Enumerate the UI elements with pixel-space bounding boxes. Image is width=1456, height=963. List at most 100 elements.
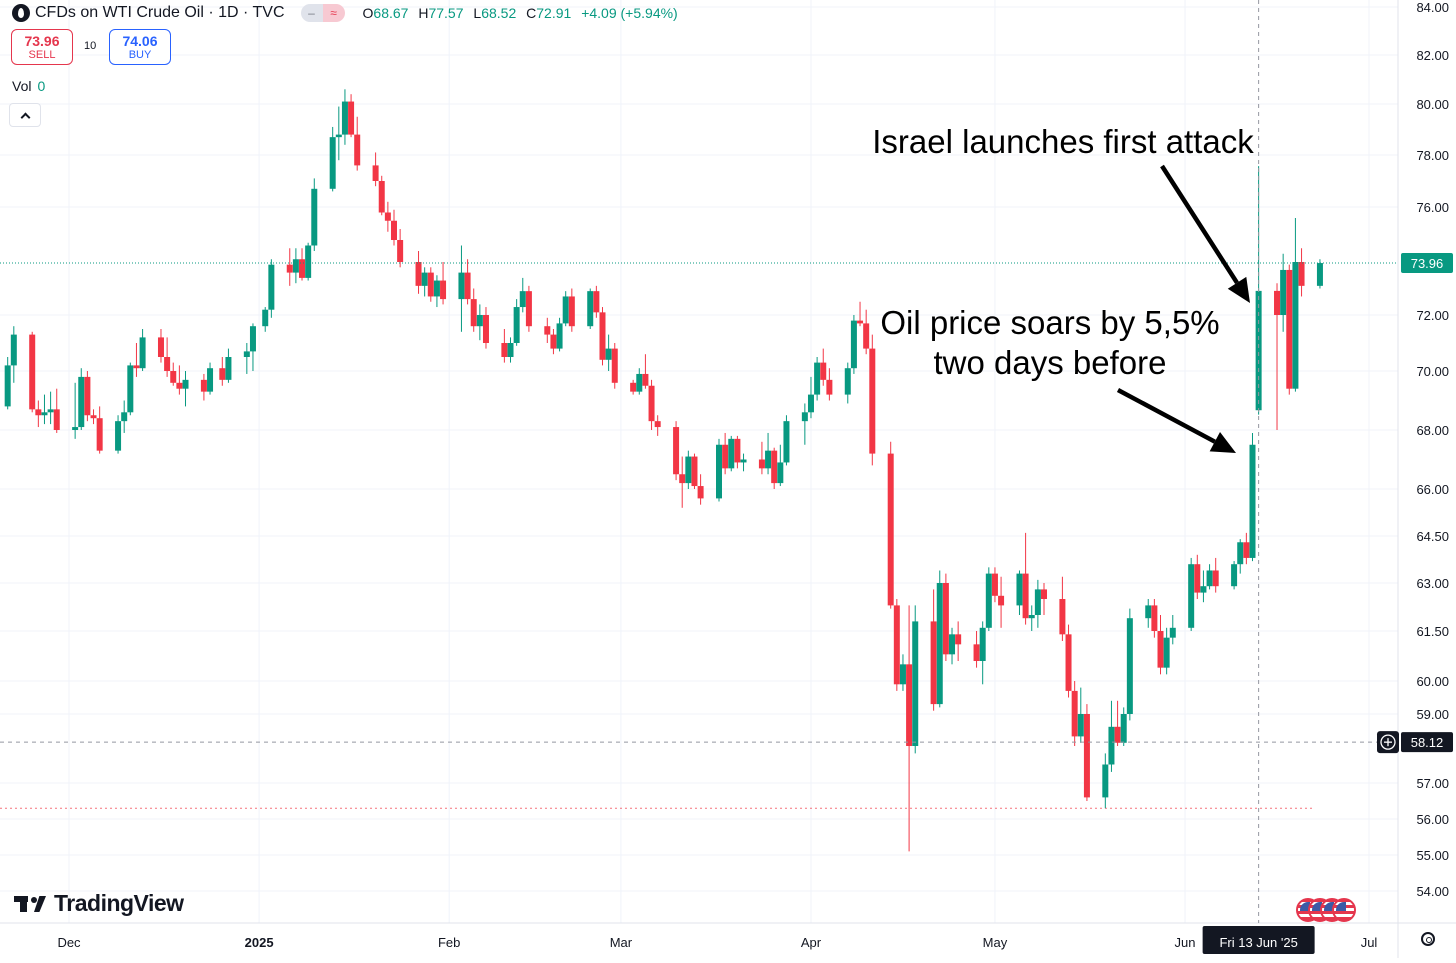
candle-down [286, 248, 293, 286]
candle-body [942, 583, 949, 655]
candle-body [1028, 615, 1035, 619]
candle-body [1059, 599, 1066, 635]
candle-up [311, 178, 318, 251]
candle-up [814, 357, 821, 401]
candle-down [470, 288, 477, 332]
candle-up [936, 570, 943, 708]
candle-up [1126, 608, 1133, 721]
sell-button[interactable]: 73.96 SELL [11, 29, 73, 65]
candle-body [1243, 542, 1250, 558]
indicator-pill[interactable]: – ≈ [300, 4, 345, 22]
candle-body [157, 337, 164, 357]
high-key: H [418, 5, 429, 21]
candle-up [728, 435, 735, 472]
y-tick-label: 59.00 [1416, 707, 1449, 722]
buy-price: 74.06 [122, 32, 158, 49]
candle-body [458, 272, 465, 300]
candle-up [1231, 561, 1238, 590]
candle-body [1126, 618, 1133, 714]
candle-body [378, 181, 385, 213]
candle-up [78, 368, 85, 430]
settings-icon[interactable] [1421, 932, 1435, 946]
add-alert-icon[interactable] [1377, 731, 1399, 754]
candle-body [35, 409, 42, 416]
candle-body [164, 357, 171, 371]
candle-body [4, 365, 11, 407]
candle-down [722, 432, 729, 475]
candle-down [1151, 599, 1158, 638]
candle-body [72, 427, 79, 430]
candle-down [599, 307, 606, 366]
candle-body [470, 299, 477, 327]
candle-up [783, 415, 790, 466]
candle-body [90, 415, 97, 419]
candle-down [648, 379, 655, 430]
candle-down [679, 456, 686, 508]
low-key: L [473, 5, 482, 21]
candle-up [1108, 700, 1115, 772]
oil-drop-icon[interactable] [12, 4, 30, 22]
candle-down [384, 201, 391, 232]
candle-down [654, 415, 661, 436]
candle-body [397, 240, 404, 262]
candle-body [384, 212, 391, 221]
candle-down [397, 229, 404, 268]
tradingview-logo[interactable]: TradingView [14, 889, 184, 917]
collapse-legend-button[interactable] [9, 103, 41, 127]
candle-body [121, 412, 128, 422]
candle-up [507, 337, 514, 363]
candle-body [593, 291, 600, 313]
candle-body [740, 459, 747, 463]
buy-button[interactable]: 74.06 BUY [109, 29, 171, 65]
candle-body [47, 409, 54, 413]
candle-up [433, 275, 440, 308]
candle-down [348, 94, 355, 138]
approx-icon[interactable]: ≈ [322, 4, 345, 22]
us-flag-icon[interactable] [1332, 898, 1356, 922]
candle-up [807, 376, 814, 419]
candle-body [556, 323, 563, 349]
candle-body [372, 165, 379, 181]
candle-up [341, 89, 348, 145]
candle-body [1194, 564, 1201, 593]
volume-legend[interactable]: Vol 0 [12, 78, 45, 94]
candle-up [1120, 707, 1127, 746]
candle-down [1065, 624, 1072, 698]
candle-up [1016, 570, 1023, 615]
candle-down [525, 285, 532, 332]
sell-label: SELL [28, 48, 56, 61]
candle-body [53, 409, 60, 430]
candle-body [599, 312, 606, 360]
crosshair-date-label: Fri 13 Jun '25 [1219, 935, 1297, 950]
dash-icon[interactable]: – [300, 4, 323, 22]
candle-down [869, 334, 876, 466]
candle-up [4, 357, 11, 410]
y-tick-label: 63.00 [1416, 576, 1449, 591]
candle-body [587, 291, 594, 327]
candle-down [1083, 704, 1090, 801]
candle-body [1231, 564, 1238, 587]
candle-body [642, 373, 649, 386]
candle-down [544, 317, 551, 343]
candle-body [685, 456, 692, 484]
spread-value: 10 [84, 40, 97, 52]
events-icon-group[interactable] [1296, 898, 1356, 926]
candle-up [716, 438, 722, 502]
crosshair-date-tag [1202, 926, 1315, 954]
candle-body [10, 334, 17, 366]
candle-down [133, 343, 140, 377]
x-tick-label: Jul [1361, 935, 1378, 950]
candle-down [170, 362, 177, 386]
candle-up [268, 259, 275, 318]
candle-body [464, 272, 471, 300]
candle-down [96, 406, 103, 454]
chart-title[interactable]: CFDs on WTI Crude Oil · 1D · TVC [35, 4, 285, 21]
candle-body [673, 427, 680, 475]
candle-up [844, 362, 851, 404]
candle-body [691, 456, 698, 487]
annotations: Israel launches first attack Oil price so… [872, 123, 1254, 453]
candle-up [1280, 253, 1287, 332]
close-key: C [526, 5, 537, 21]
